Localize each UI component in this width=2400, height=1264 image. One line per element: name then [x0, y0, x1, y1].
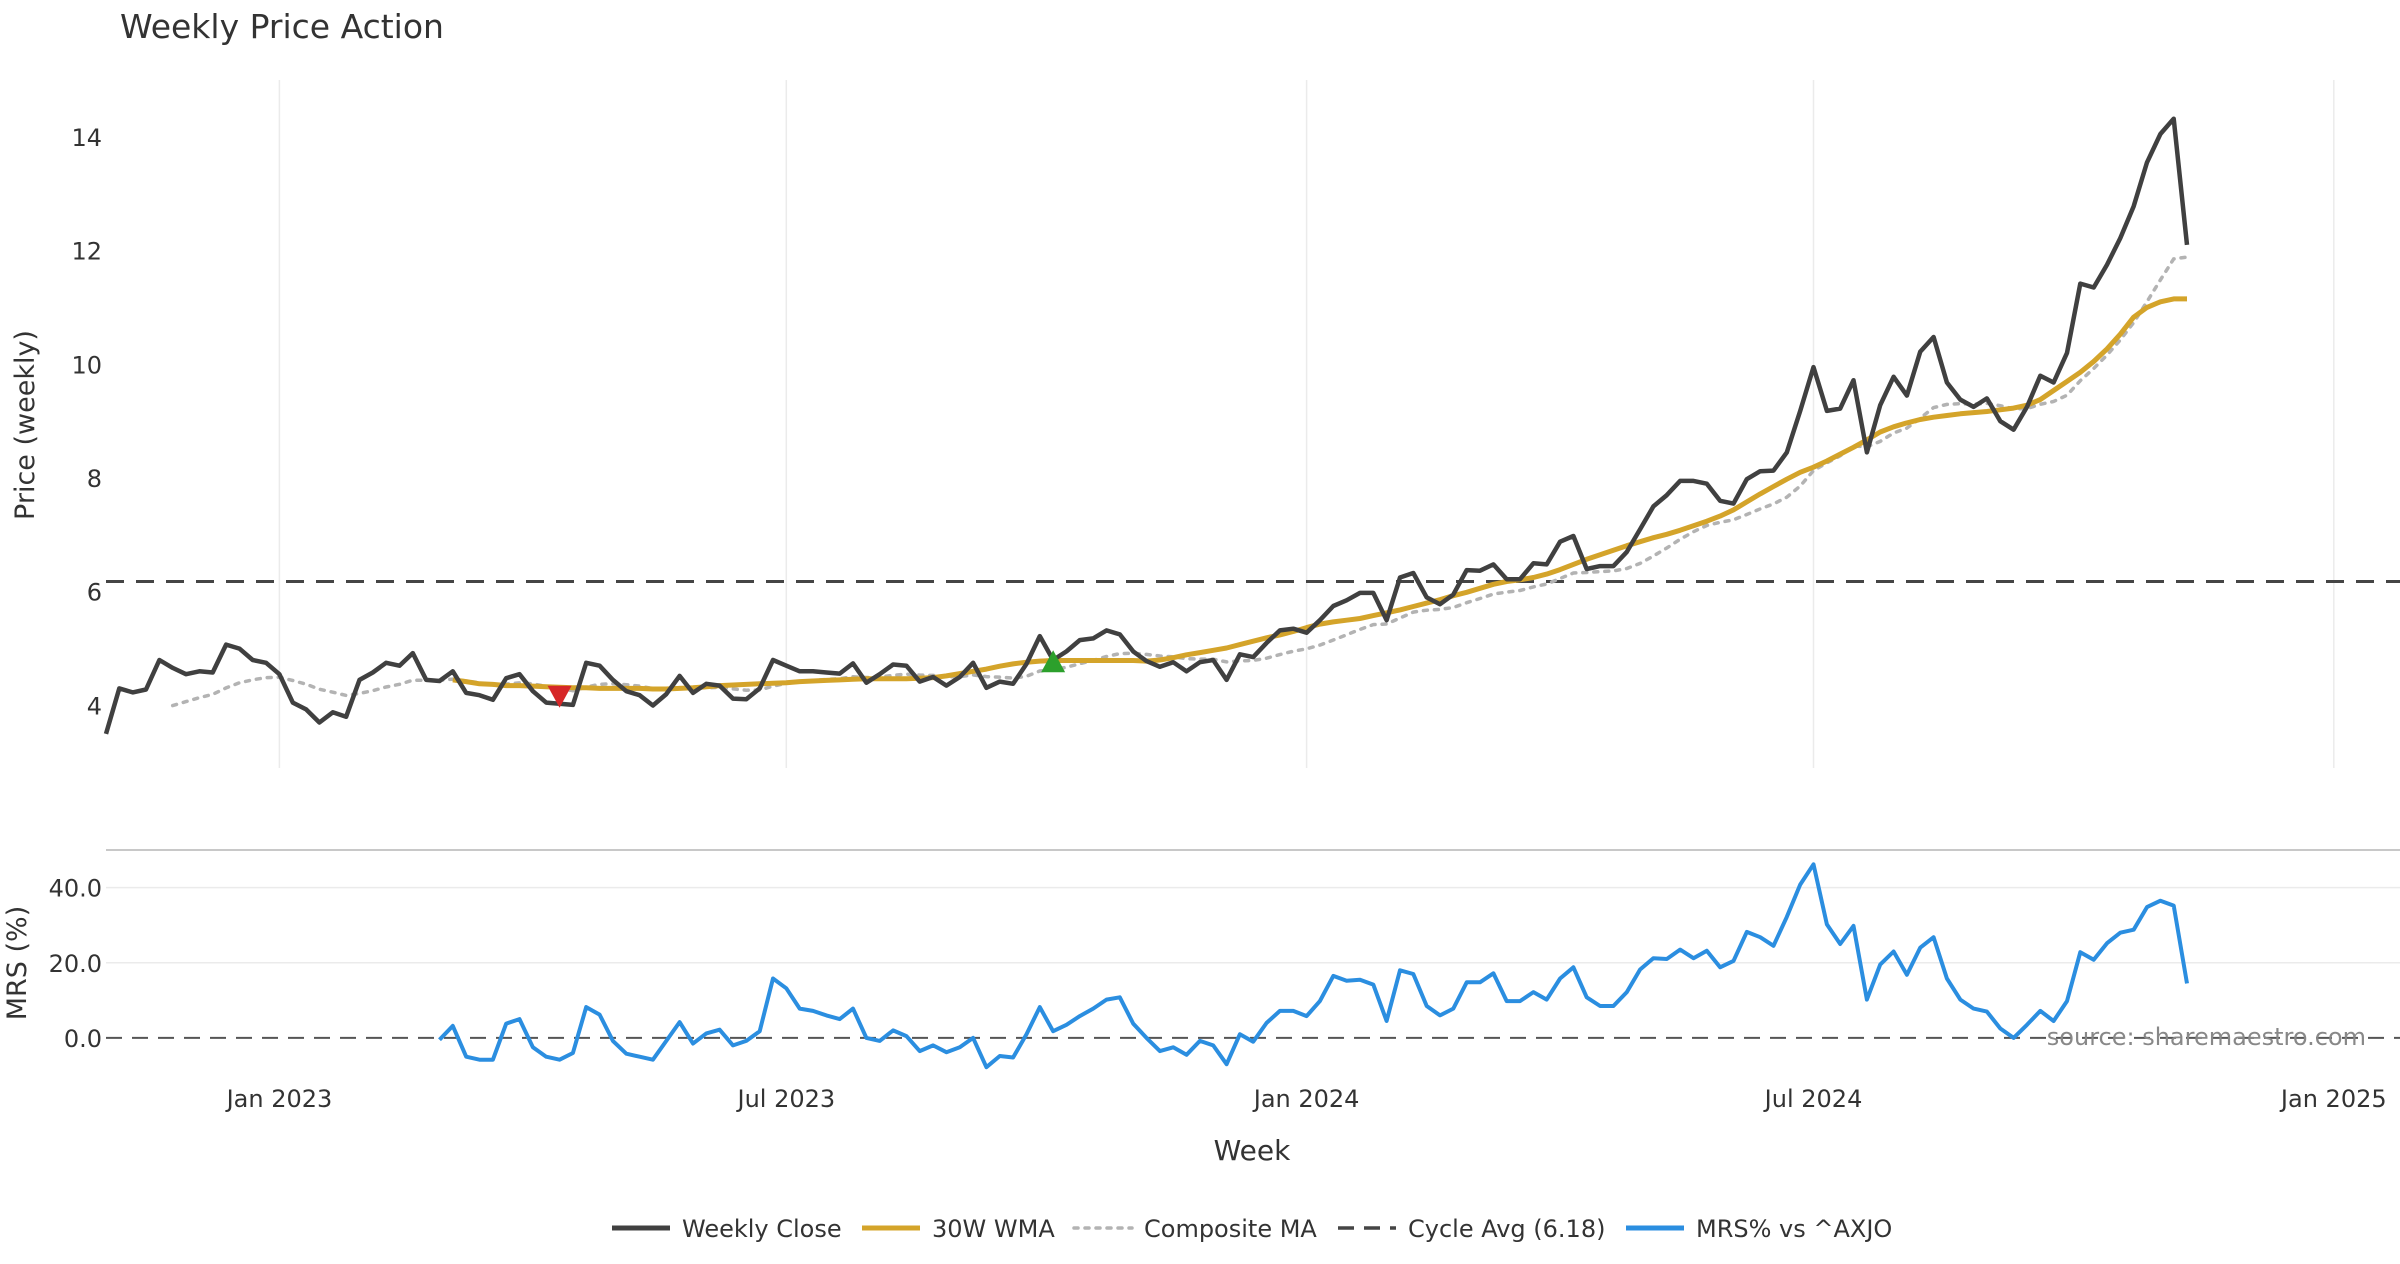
price-y-tick-label: 14 — [71, 124, 102, 152]
price-y-tick-label: 12 — [71, 238, 102, 266]
legend-label: Cycle Avg (6.18) — [1408, 1215, 1605, 1243]
legend-label: Weekly Close — [682, 1215, 842, 1243]
x-tick-label: Jan 2024 — [1252, 1085, 1360, 1113]
price-y-tick-label: 6 — [87, 579, 102, 607]
wma-30w-line — [452, 296, 2187, 692]
x-tick-label: Jan 2023 — [225, 1085, 333, 1113]
mrs-line — [438, 862, 2189, 1070]
weekly-close-line — [103, 116, 2190, 735]
mrs-y-axis-label: MRS (%) — [2, 906, 33, 1021]
x-tick-label: Jan 2025 — [2279, 1085, 2387, 1113]
legend-item: Cycle Avg (6.18) — [1338, 1215, 1605, 1243]
price-series — [103, 116, 2400, 735]
legend-item: MRS% vs ^AXJO — [1626, 1215, 1892, 1243]
legend-label: Composite MA — [1144, 1215, 1317, 1243]
source-note: source: sharemaestro.com — [2047, 1023, 2366, 1051]
x-tick-label: Jul 2023 — [736, 1085, 836, 1113]
legend-item: 30W WMA — [862, 1215, 1055, 1243]
legend: Weekly Close 30W WMA Composite MA Cycle Avg… — [612, 1215, 1892, 1243]
mrs-series — [438, 862, 2189, 1070]
x-tick-label: Jul 2024 — [1763, 1085, 1863, 1113]
mrs-y-tick-label: 0.0 — [64, 1025, 102, 1053]
chart-title: Weekly Price Action — [120, 7, 444, 46]
x-axis-label: Week — [1214, 1134, 1291, 1167]
sell-signal-marker — [547, 685, 572, 708]
mrs-grid: 0.0 20.0 40.0 — [49, 875, 2400, 1053]
price-y-tick-label: 10 — [71, 351, 102, 379]
price-y-tick-label: 4 — [87, 692, 102, 720]
x-tick-labels: Jan 2023 Jul 2023 Jan 2024 Jul 2024 Jan 2025… — [225, 1085, 2387, 1113]
mrs-y-tick-label: 40.0 — [49, 875, 102, 903]
price-grid: 4 6 8 10 12 14 — [71, 80, 2335, 768]
legend-label: MRS% vs ^AXJO — [1696, 1215, 1892, 1243]
mrs-y-tick-label: 20.0 — [49, 950, 102, 978]
price-y-tick-label: 8 — [87, 465, 102, 493]
legend-item: Composite MA — [1072, 1215, 1317, 1243]
buy-signal-marker — [1041, 650, 1066, 673]
legend-item: Weekly Close — [612, 1215, 842, 1243]
legend-label: 30W WMA — [932, 1215, 1055, 1243]
price-y-axis-label: Price (weekly) — [10, 330, 41, 520]
